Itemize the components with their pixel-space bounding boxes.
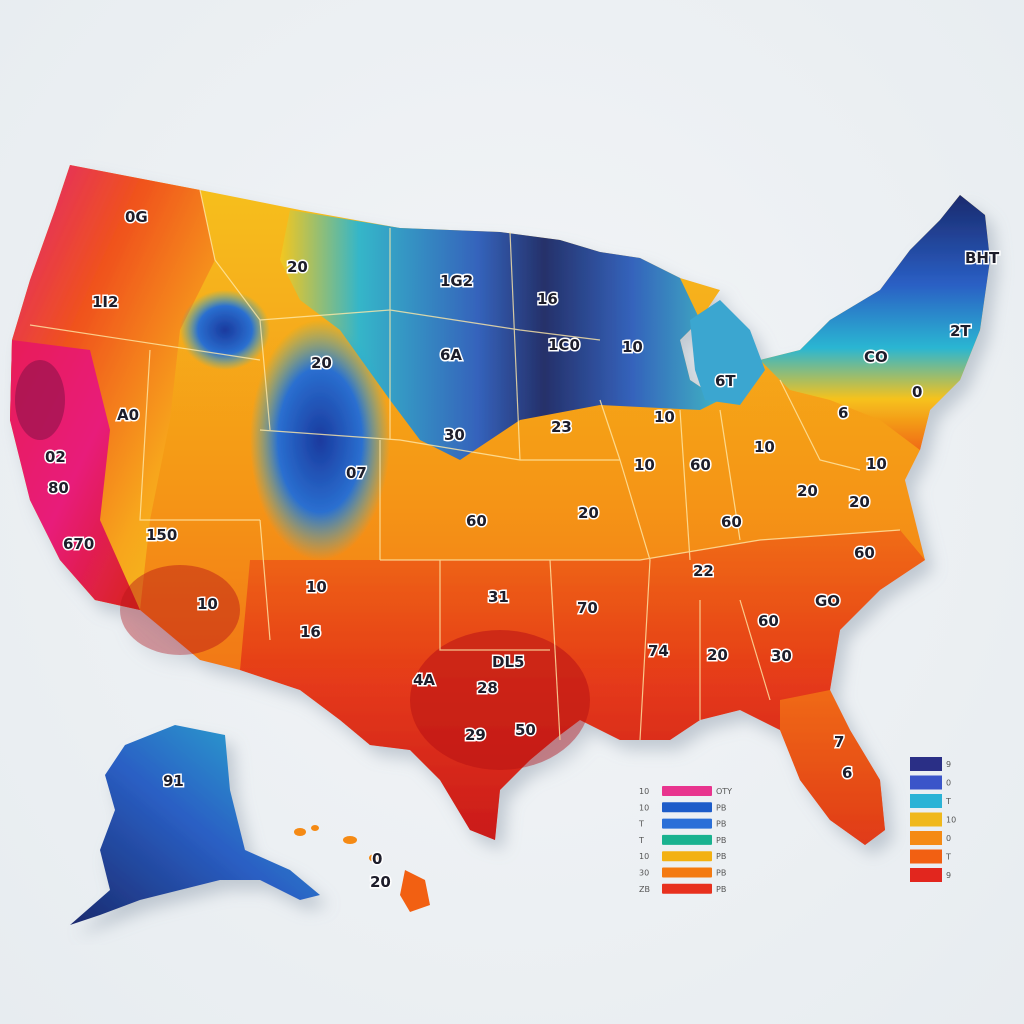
legend-left-max-label: PB xyxy=(716,869,726,878)
hawaii xyxy=(294,825,430,912)
label-ca1: 02 xyxy=(45,448,66,466)
legend-right-swatch xyxy=(910,794,942,808)
label-hi2: 20 xyxy=(370,873,391,891)
legend-left: 10 OTY 10 PB T PB T PB 10 PB 30 PB ZB PB xyxy=(638,786,732,894)
label-mt: 20 xyxy=(287,258,308,276)
legend-left-min-label: 10 xyxy=(639,803,649,812)
label-ky: 60 xyxy=(721,513,742,531)
legend-right: 9 0 T 10 0 T 9 xyxy=(910,757,956,882)
legend-left-max-label: PB xyxy=(716,885,726,894)
legend-right-label: 10 xyxy=(946,816,956,825)
label-al: 20 xyxy=(707,646,728,664)
legend-left-max-label: PB xyxy=(716,803,726,812)
contiguous-us xyxy=(10,165,990,845)
legend-left-swatch xyxy=(662,834,712,845)
label-id: 20 xyxy=(311,354,332,372)
label-fl1: 7 xyxy=(834,733,844,751)
map-labels: 0G 1I2 20 1G2 16 20 6A 1C0 10 6T BHT 2T … xyxy=(44,207,1002,893)
legend-left-max-label: PB xyxy=(716,820,726,829)
legend-right-swatch xyxy=(910,757,942,771)
label-hi1: 0 xyxy=(372,850,382,868)
label-ne: 30 xyxy=(444,426,465,444)
label-oh: 10 xyxy=(754,438,775,456)
label-ut: 07 xyxy=(346,464,367,482)
legend-right-label: 0 xyxy=(946,779,951,788)
alaska xyxy=(70,725,320,925)
label-or: 1I2 xyxy=(92,293,118,311)
legend-left-swatch xyxy=(662,802,712,813)
legend-right-label: T xyxy=(945,797,951,806)
legend-right-label: T xyxy=(945,853,951,862)
label-tn: 22 xyxy=(693,562,714,580)
legend-right-swatch xyxy=(910,868,942,882)
state-borders xyxy=(29,189,901,741)
legend-left-swatch xyxy=(662,818,712,829)
label-ks: 60 xyxy=(466,512,487,530)
legend-left-max-label: PB xyxy=(716,836,726,845)
label-nh: 2T xyxy=(950,322,971,340)
legend-right-swatch xyxy=(910,831,942,845)
label-il: 10 xyxy=(654,408,675,426)
legend-left-swatch xyxy=(662,867,712,878)
label-mo: 20 xyxy=(578,504,599,522)
legend-right-swatch xyxy=(910,775,942,790)
label-ny: CO xyxy=(864,348,888,366)
label-sd: 6A xyxy=(440,346,462,364)
label-nv2: 150 xyxy=(146,526,177,544)
legend-left-max-label: OTY xyxy=(716,787,732,796)
label-wi: 10 xyxy=(622,338,643,356)
label-md: 10 xyxy=(866,455,887,473)
legend-right-swatch xyxy=(910,812,942,827)
legend-left-min-label: 10 xyxy=(639,852,649,861)
label-nc: 60 xyxy=(854,544,875,562)
legend-left-swatch xyxy=(662,786,712,796)
label-ca3: 670 xyxy=(63,535,94,553)
legend-right-label: 9 xyxy=(946,871,951,880)
label-wv: 20 xyxy=(849,493,870,511)
label-tx4: 29 xyxy=(465,726,486,744)
label-nj: 0 xyxy=(912,383,922,401)
label-nm: 10 xyxy=(306,578,327,596)
legend-left-min-label: T xyxy=(638,836,644,845)
label-ar: 70 xyxy=(577,599,598,617)
legend-right-swatch xyxy=(910,849,942,864)
legend-left-min-label: 30 xyxy=(639,869,649,878)
label-ga: 60 xyxy=(758,612,779,630)
label-sc: GO xyxy=(815,592,840,610)
label-tx3: 28 xyxy=(477,679,498,697)
legend-left-min-label: T xyxy=(638,820,644,829)
label-ok: 31 xyxy=(488,588,509,606)
label-me: BHT xyxy=(965,249,1000,267)
label-ca2: 80 xyxy=(48,479,69,497)
legend-right-label: 9 xyxy=(946,760,951,769)
label-ia: 1C0 xyxy=(548,336,580,354)
legend-left-swatch xyxy=(662,851,712,862)
label-nv: A0 xyxy=(117,406,139,424)
label-ms: 74 xyxy=(648,642,669,660)
label-ne2: 23 xyxy=(551,418,572,436)
legend-right-label: 0 xyxy=(946,834,951,843)
label-mi: 6T xyxy=(715,372,736,390)
legend-left-swatch xyxy=(662,883,712,894)
legend-left-min-label: 10 xyxy=(639,787,649,796)
label-tx2: 4A xyxy=(413,671,435,689)
legend-left-min-label: ZB xyxy=(639,885,650,894)
label-mn: 16 xyxy=(537,290,558,308)
label-il2: 10 xyxy=(634,456,655,474)
label-az: 10 xyxy=(197,595,218,613)
label-tx5: 50 xyxy=(515,721,536,739)
label-va: 20 xyxy=(797,482,818,500)
label-in: 60 xyxy=(690,456,711,474)
label-nm2: 16 xyxy=(300,623,321,641)
label-nd: 1G2 xyxy=(440,272,473,290)
label-fl2: 6 xyxy=(842,764,852,782)
label-wa: 0G xyxy=(125,208,148,226)
label-ak: 91 xyxy=(163,772,184,790)
label-tx1: DL5 xyxy=(492,653,524,671)
legend-left-max-label: PB xyxy=(716,852,726,861)
label-ga2: 30 xyxy=(771,647,792,665)
label-pa: 6 xyxy=(838,404,848,422)
